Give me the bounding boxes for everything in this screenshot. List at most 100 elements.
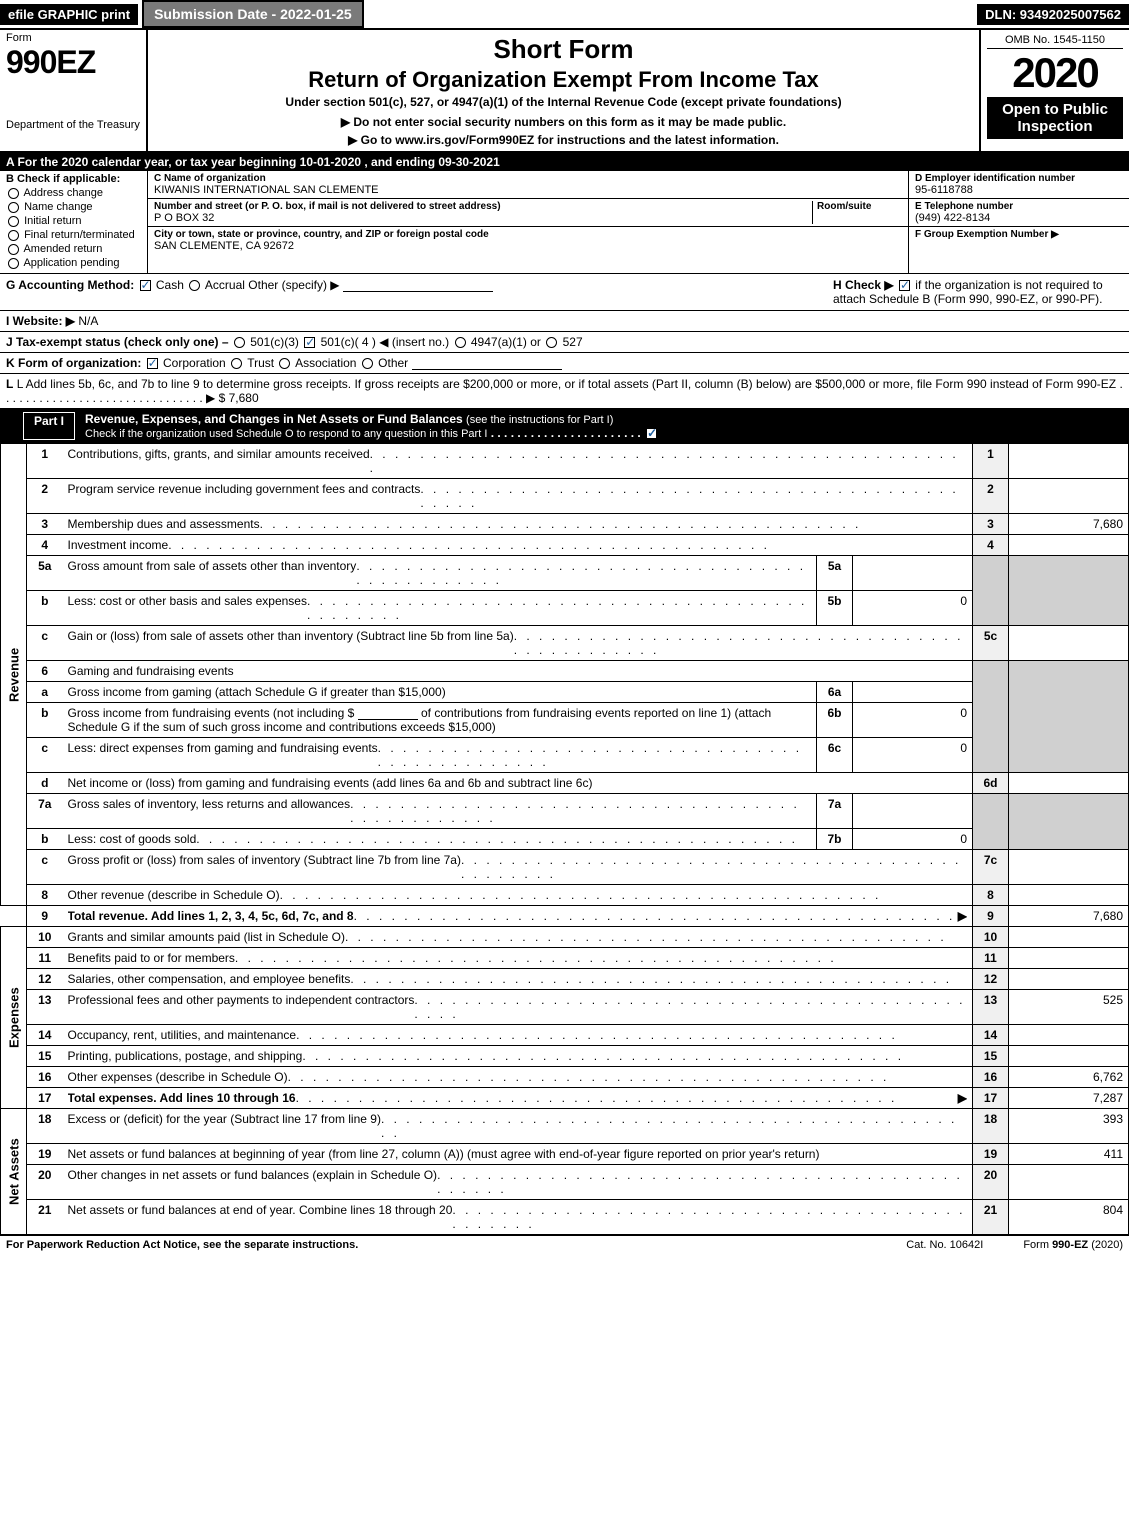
line-16-desc: Other expenses (describe in Schedule O) xyxy=(68,1070,288,1084)
line-4-ln: 4 xyxy=(973,535,1009,556)
line-1-ln: 1 xyxy=(973,444,1009,479)
line-7a-mn: 7a xyxy=(817,794,853,829)
line-14-desc: Occupancy, rent, utilities, and maintena… xyxy=(68,1028,297,1042)
line-7a-num: 7a xyxy=(27,794,63,829)
top-bar: efile GRAPHIC print Submission Date - 20… xyxy=(0,0,1129,30)
revenue-tab: Revenue xyxy=(1,444,27,906)
chk-schedule-b[interactable] xyxy=(899,280,910,291)
line-5c-desc: Gain or (loss) from sale of assets other… xyxy=(68,629,514,657)
line-19-ln: 19 xyxy=(973,1144,1009,1165)
ein-label: D Employer identification number xyxy=(915,173,1123,184)
line-11-num: 11 xyxy=(27,948,63,969)
line-6a-mv xyxy=(853,682,973,703)
part1-header: Part I Revenue, Expenses, and Changes in… xyxy=(0,409,1129,443)
line-6b-num: b xyxy=(27,703,63,738)
chk-name-change[interactable]: Name change xyxy=(6,201,141,213)
chk-initial-return[interactable]: Initial return xyxy=(6,215,141,227)
section-i: I Website: ▶ N/A xyxy=(0,311,1129,332)
expenses-tab: Expenses xyxy=(1,927,27,1109)
chk-501c[interactable] xyxy=(304,337,315,348)
line-1-val xyxy=(1009,444,1129,479)
line-13-desc: Professional fees and other payments to … xyxy=(68,993,415,1021)
org-address: P O BOX 32 xyxy=(154,212,812,224)
chk-amended-return[interactable]: Amended return xyxy=(6,243,141,255)
section-gh: G Accounting Method: Cash Accrual Other … xyxy=(0,274,1129,311)
h-label: H Check ▶ xyxy=(833,278,894,292)
line-11-desc: Benefits paid to or for members xyxy=(68,951,235,965)
form-label: Form xyxy=(6,32,140,44)
line-15-num: 15 xyxy=(27,1046,63,1067)
line-14-val xyxy=(1009,1025,1129,1046)
chk-schedule-o[interactable] xyxy=(646,428,657,439)
line-17-num: 17 xyxy=(27,1088,63,1109)
open-public-badge: Open to Public Inspection xyxy=(987,97,1123,139)
addr-label: Number and street (or P. O. box, if mail… xyxy=(154,201,812,212)
chk-4947[interactable] xyxy=(455,337,466,348)
omb-number: OMB No. 1545-1150 xyxy=(987,32,1123,49)
part1-table: Revenue 1 Contributions, gifts, grants, … xyxy=(0,443,1129,1235)
line-6d-val xyxy=(1009,773,1129,794)
org-name-label: C Name of organization xyxy=(154,173,902,184)
line-16-val: 6,762 xyxy=(1009,1067,1129,1088)
line-6c-num: c xyxy=(27,738,63,773)
cat-no: Cat. No. 10642I xyxy=(906,1239,983,1251)
line-5b-mn: 5b xyxy=(817,591,853,626)
line-3-ln: 3 xyxy=(973,514,1009,535)
line-9-ln: 9 xyxy=(973,906,1009,927)
other-org-line[interactable] xyxy=(412,356,562,370)
section-j: J Tax-exempt status (check only one) – 5… xyxy=(0,332,1129,353)
line-6d-num: d xyxy=(27,773,63,794)
period-bar: A For the 2020 calendar year, or tax yea… xyxy=(0,153,1129,171)
line-3-desc: Membership dues and assessments xyxy=(68,517,260,531)
line-10-ln: 10 xyxy=(973,927,1009,948)
efile-print-link[interactable]: efile GRAPHIC print xyxy=(0,4,138,25)
line-6c-mn: 6c xyxy=(817,738,853,773)
line-5c-num: c xyxy=(27,626,63,661)
chk-accrual[interactable] xyxy=(189,280,200,291)
chk-trust[interactable] xyxy=(231,358,242,369)
line-4-num: 4 xyxy=(27,535,63,556)
line-7a-desc: Gross sales of inventory, less returns a… xyxy=(68,797,351,825)
line-9-val: 7,680 xyxy=(1009,906,1129,927)
line-5a-mn: 5a xyxy=(817,556,853,591)
line-6-desc: Gaming and fundraising events xyxy=(63,661,973,682)
chk-cash[interactable] xyxy=(140,280,151,291)
line-13-num: 13 xyxy=(27,990,63,1025)
line-18-desc: Excess or (deficit) for the year (Subtra… xyxy=(68,1112,381,1140)
section-l: L L Add lines 5b, 6c, and 7b to line 9 t… xyxy=(0,374,1129,409)
chk-association[interactable] xyxy=(279,358,290,369)
form-ref: Form 990-EZ (2020) xyxy=(1023,1239,1123,1251)
other-specify-line[interactable] xyxy=(343,278,493,292)
chk-501c3[interactable] xyxy=(234,337,245,348)
chk-other-org[interactable] xyxy=(362,358,373,369)
line-6a-mn: 6a xyxy=(817,682,853,703)
line-20-num: 20 xyxy=(27,1165,63,1200)
line-19-val: 411 xyxy=(1009,1144,1129,1165)
website-label: I Website: ▶ xyxy=(6,314,75,328)
line-6c-mv: 0 xyxy=(853,738,973,773)
line-6b-mv: 0 xyxy=(853,703,973,738)
page-footer: For Paperwork Reduction Act Notice, see … xyxy=(0,1235,1129,1254)
line-7c-desc: Gross profit or (loss) from sales of inv… xyxy=(68,853,461,881)
section-b-label: B Check if applicable: xyxy=(6,173,141,185)
line-3-num: 3 xyxy=(27,514,63,535)
url-directive: ▶ Go to www.irs.gov/Form990EZ for instru… xyxy=(156,133,971,147)
line-4-val xyxy=(1009,535,1129,556)
chk-application-pending[interactable]: Application pending xyxy=(6,257,141,269)
chk-527[interactable] xyxy=(546,337,557,348)
line-17-ln: 17 xyxy=(973,1088,1009,1109)
line-7a-mv xyxy=(853,794,973,829)
line-15-desc: Printing, publications, postage, and shi… xyxy=(68,1049,303,1063)
chk-final-return[interactable]: Final return/terminated xyxy=(6,229,141,241)
subtitle: Under section 501(c), 527, or 4947(a)(1)… xyxy=(156,95,971,109)
netassets-tab: Net Assets xyxy=(1,1109,27,1235)
tax-year: 2020 xyxy=(987,49,1123,97)
line-8-ln: 8 xyxy=(973,885,1009,906)
line-5a-num: 5a xyxy=(27,556,63,591)
line-7b-desc: Less: cost of goods sold xyxy=(68,832,197,846)
chk-address-change[interactable]: Address change xyxy=(6,187,141,199)
chk-corporation[interactable] xyxy=(147,358,158,369)
line-2-desc: Program service revenue including govern… xyxy=(68,482,421,510)
submission-date-button[interactable]: Submission Date - 2022-01-25 xyxy=(142,0,364,28)
tax-exempt-label: J Tax-exempt status (check only one) – xyxy=(6,335,229,349)
